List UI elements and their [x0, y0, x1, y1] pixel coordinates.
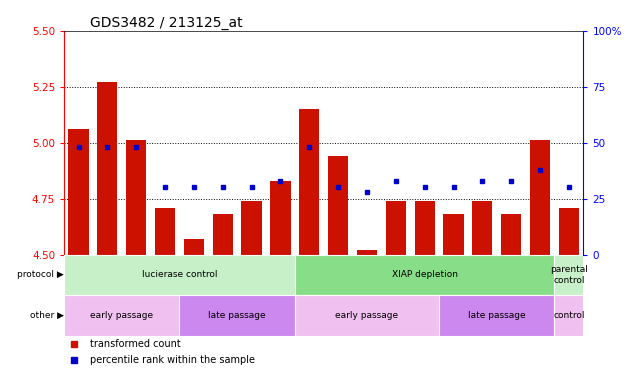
Text: early passage: early passage [335, 311, 399, 320]
Bar [97, 82, 117, 255]
Text: lucierase control: lucierase control [142, 270, 217, 280]
Text: early passage: early passage [90, 311, 153, 320]
Bar [179, 295, 295, 336]
Text: protocol ▶: protocol ▶ [17, 270, 64, 280]
Bar [69, 129, 88, 255]
Bar [554, 295, 583, 336]
Text: other ▶: other ▶ [30, 311, 64, 320]
Bar [295, 255, 554, 295]
Text: XIAP depletion: XIAP depletion [392, 270, 458, 280]
Bar [357, 250, 377, 255]
Bar [295, 295, 439, 336]
Bar [271, 181, 290, 255]
Text: GDS3482 / 213125_at: GDS3482 / 213125_at [90, 16, 243, 30]
Bar [242, 201, 262, 255]
Bar [472, 201, 492, 255]
Bar [328, 156, 348, 255]
Bar [213, 214, 233, 255]
Bar [386, 201, 406, 255]
Bar [64, 295, 179, 336]
Bar [299, 109, 319, 255]
Text: percentile rank within the sample: percentile rank within the sample [90, 356, 255, 366]
Bar [444, 214, 463, 255]
Bar [126, 141, 146, 255]
Bar [64, 255, 295, 295]
Bar [530, 141, 550, 255]
Bar [439, 295, 554, 336]
Text: control: control [553, 311, 585, 320]
Text: late passage: late passage [208, 311, 266, 320]
Text: transformed count: transformed count [90, 339, 181, 349]
Text: parental
control: parental control [550, 265, 588, 285]
Bar [184, 239, 204, 255]
Text: late passage: late passage [468, 311, 526, 320]
Bar [501, 214, 521, 255]
Bar [554, 255, 583, 295]
Bar [415, 201, 435, 255]
Bar [155, 208, 175, 255]
Bar [559, 208, 579, 255]
